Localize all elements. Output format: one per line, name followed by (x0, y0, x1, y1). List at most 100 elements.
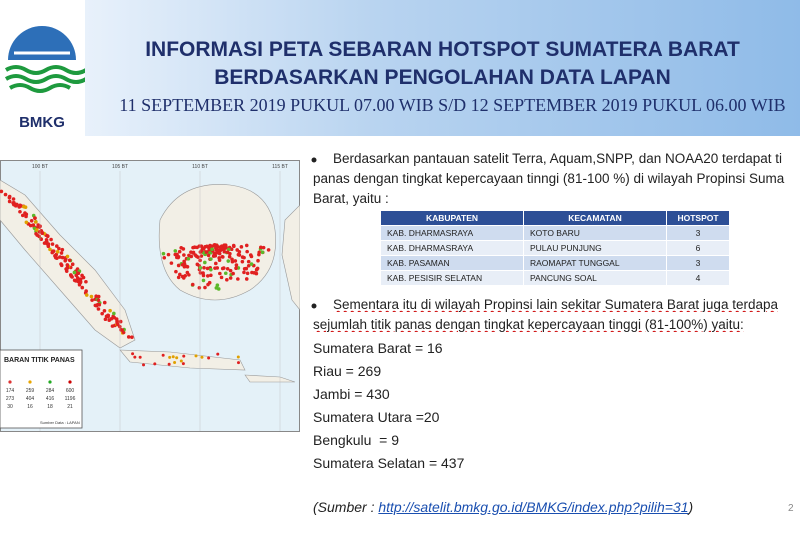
hotspot (3, 192, 8, 197)
hotspot (244, 243, 249, 248)
hotspot (7, 194, 12, 199)
legend-value: 284 (46, 388, 55, 394)
hotspot (18, 209, 22, 214)
hotspot (48, 247, 52, 252)
hotspot (181, 362, 185, 366)
hotspot (138, 355, 142, 359)
hotspot (12, 200, 16, 205)
hotspot (234, 266, 238, 271)
source-prefix: (Sumber : (313, 499, 379, 515)
hotspot (226, 259, 231, 263)
hotspot (196, 255, 200, 259)
table-cell: KAB. PASAMAN (380, 255, 524, 271)
hotspot (256, 258, 260, 263)
hotspot (166, 252, 171, 257)
hotspot (249, 254, 254, 259)
hotspot (11, 197, 16, 201)
province-count: Sumatera Utara =20 (313, 409, 440, 425)
hotspot (103, 317, 108, 322)
legend-swatch (48, 380, 52, 384)
hotspot (131, 352, 135, 356)
hotspot (178, 272, 182, 277)
hotspot (260, 250, 265, 255)
paragraph-line: panas dengan tingkat kepercayaan tinngi … (313, 171, 785, 186)
legend-value: 600 (66, 388, 75, 394)
hotspot (219, 275, 224, 280)
hotspot (233, 259, 238, 263)
hotspot (194, 354, 198, 358)
hotspot (110, 324, 115, 328)
hotspot (21, 204, 26, 209)
table-cell: 3 (666, 255, 730, 271)
hotspot (266, 248, 271, 252)
hotspot (240, 259, 245, 264)
hotspot (257, 250, 262, 255)
hotspot (173, 252, 178, 257)
legend-title: BARAN TITIK PANAS (4, 357, 75, 364)
hotspot (168, 355, 172, 359)
hotspot (59, 251, 64, 255)
table-row: KAB. PESISIR SELATAN PANCUNG SOAL 4 (380, 270, 730, 286)
hotspot (173, 249, 178, 253)
hotspot (244, 277, 249, 281)
hotspot (44, 238, 49, 242)
hotspot (102, 300, 107, 305)
hotspot (245, 249, 249, 254)
hotspot (216, 352, 220, 356)
hotspot (24, 214, 28, 219)
hotspot (225, 267, 230, 271)
hotspot (182, 354, 186, 358)
hotspot (182, 253, 186, 257)
table-cell: PANCUNG SOAL (523, 270, 667, 286)
hotspot (221, 247, 225, 251)
hotspot (228, 268, 233, 273)
header-band: INFORMASI PETA SEBARAN HOTSPOT SUMATERA … (85, 0, 800, 136)
hotspot (84, 289, 88, 293)
hotspot (50, 242, 55, 246)
hotspot (239, 245, 244, 249)
title-line: BERDASARKAN PENGOLAHAN DATA LAPAN (214, 66, 671, 89)
hotspot (65, 263, 70, 267)
hotspot (200, 355, 204, 359)
hotspot (227, 247, 231, 252)
province-count: Sumatera Barat = 16 (313, 340, 443, 356)
hotspot (112, 315, 117, 320)
province-count: Riau = 269 (313, 363, 382, 379)
hotspot (199, 244, 204, 248)
source-link[interactable]: http://satelit.bmkg.go.id/BMKG/index.php… (378, 499, 689, 515)
paragraph-line: Barat, yaitu : (313, 191, 389, 206)
hotspot (54, 244, 59, 248)
hotspot (35, 228, 39, 232)
hotspot (51, 249, 55, 253)
paragraph-line: Berdasarkan pantauan satelit Terra, Aqua… (333, 151, 783, 166)
hotspot (217, 258, 222, 262)
hotspot (179, 245, 184, 250)
hotspot (28, 223, 33, 228)
legend-value: 259 (26, 388, 35, 394)
hotspot (161, 353, 165, 357)
legend-value: 16 (27, 404, 33, 410)
source-suffix: ) (688, 499, 694, 515)
hotspot (31, 223, 36, 227)
hotspot (171, 355, 175, 359)
table-row: KAB. DHARMASRAYA KOTO BARU 3 (380, 225, 730, 241)
hotspot (223, 271, 228, 276)
hotspot (205, 266, 210, 271)
province-count: Sumatera Selatan = 437 (313, 455, 465, 471)
hotspot (162, 256, 167, 260)
table-cell: 4 (666, 270, 730, 286)
hotspot (212, 251, 217, 256)
hotspot (210, 247, 214, 252)
hotspot (230, 257, 234, 262)
hotspot (206, 253, 211, 258)
hotspot (89, 294, 94, 299)
bullet (311, 157, 317, 163)
hotspot (60, 255, 65, 260)
table-cell: KAB. DHARMASRAYA (380, 225, 524, 241)
hotspot (179, 359, 183, 363)
hotspot (63, 259, 68, 263)
table-cell: 6 (666, 240, 730, 256)
table-header: KABUPATEN (380, 210, 524, 226)
hotspot (207, 356, 211, 360)
